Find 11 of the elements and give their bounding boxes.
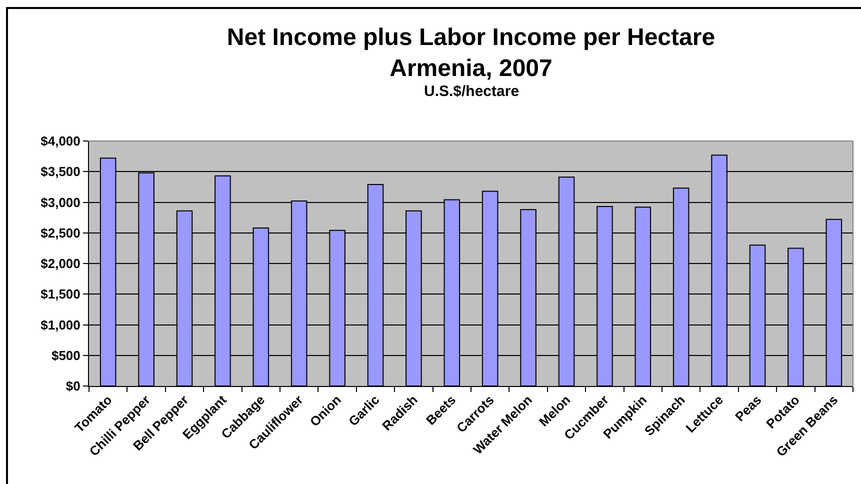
y-tick-label: $0	[66, 378, 80, 394]
y-tick-label: $2,000	[40, 256, 80, 272]
y-tick-label: $4,000	[40, 134, 80, 149]
y-tick-label: $3,500	[40, 164, 80, 180]
y-tick-label: $2,500	[40, 225, 80, 240]
y-tick-label: $1,500	[40, 286, 80, 302]
y-tick-label: $1,000	[40, 317, 80, 332]
y-tick-label: $500	[51, 348, 80, 363]
chart-subtitle: U.S.$/hectare	[424, 83, 520, 100]
chart-title: Net Income plus Labor Income per Hectare Armenia, 2007	[226, 24, 716, 82]
y-tick-label: $3,000	[40, 194, 80, 210]
